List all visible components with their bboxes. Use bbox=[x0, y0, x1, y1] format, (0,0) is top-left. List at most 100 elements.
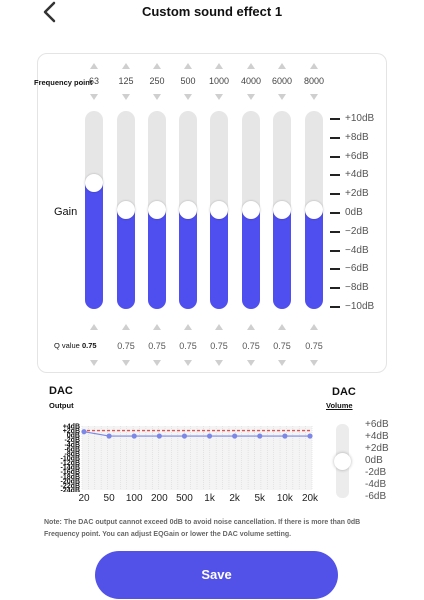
gain-slider-track[interactable] bbox=[85, 111, 103, 309]
q-down-arrow-icon[interactable] bbox=[90, 360, 98, 366]
frequency-down-arrow-icon[interactable] bbox=[310, 94, 318, 100]
gain-slider-knob[interactable] bbox=[117, 201, 135, 219]
frequency-down-arrow-icon[interactable] bbox=[122, 94, 130, 100]
frequency-up-arrow-icon[interactable] bbox=[247, 63, 255, 69]
q-down-arrow-icon[interactable] bbox=[184, 360, 192, 366]
gain-slider-fill bbox=[117, 210, 135, 309]
q-up-arrow-icon[interactable] bbox=[90, 324, 98, 330]
gain-slider-fill bbox=[273, 210, 291, 309]
gain-slider-knob[interactable] bbox=[210, 201, 228, 219]
frequency-value: 63 bbox=[88, 76, 99, 86]
q-up-arrow-icon[interactable] bbox=[278, 324, 286, 330]
volume-scale-label: -6dB bbox=[365, 491, 387, 502]
frequency-up-arrow-icon[interactable] bbox=[278, 63, 286, 69]
q-value[interactable]: 0.75 bbox=[305, 341, 323, 351]
volume-scale-label: -2dB bbox=[365, 467, 387, 478]
frequency-value: 250 bbox=[149, 76, 165, 86]
frequency-value: 8000 bbox=[303, 76, 325, 86]
q-up-arrow-icon[interactable] bbox=[247, 324, 255, 330]
dac-y-label: -12dB bbox=[61, 460, 80, 467]
frequency-up-arrow-icon[interactable] bbox=[310, 63, 318, 69]
dac-output-subtitle: Output bbox=[49, 401, 74, 410]
q-down-arrow-icon[interactable] bbox=[122, 360, 130, 366]
q-value[interactable]: 0.75 bbox=[210, 341, 228, 351]
scale-tick bbox=[330, 193, 340, 196]
volume-scale-label: +6dB bbox=[365, 419, 389, 430]
q-down-arrow-icon[interactable] bbox=[310, 360, 318, 366]
frequency-down-arrow-icon[interactable] bbox=[215, 94, 223, 100]
scale-tick bbox=[330, 249, 340, 252]
gain-slider-fill bbox=[305, 210, 323, 309]
volume-scale-label: +2dB bbox=[365, 443, 389, 454]
q-up-arrow-icon[interactable] bbox=[122, 324, 130, 330]
q-down-arrow-icon[interactable] bbox=[278, 360, 286, 366]
dac-x-label: 20k bbox=[301, 493, 319, 504]
frequency-down-arrow-icon[interactable] bbox=[247, 94, 255, 100]
q-down-arrow-icon[interactable] bbox=[247, 360, 255, 366]
frequency-value: 6000 bbox=[271, 76, 293, 86]
gain-slider-knob[interactable] bbox=[179, 201, 197, 219]
scale-tick bbox=[330, 118, 340, 120]
q-down-arrow-icon[interactable] bbox=[153, 360, 161, 366]
save-button[interactable]: Save bbox=[95, 551, 338, 599]
frequency-down-arrow-icon[interactable] bbox=[153, 94, 161, 100]
scale-tick bbox=[330, 268, 340, 271]
scale-tick bbox=[330, 136, 340, 139]
dac-output-chart: +4dB+2dB0dB-2dB-4dB-6dB-8dB-10dB-12dB-14… bbox=[61, 424, 313, 493]
dac-x-label: 50 bbox=[103, 493, 115, 504]
q-up-arrow-icon[interactable] bbox=[153, 324, 161, 330]
q-value[interactable]: 0.75 bbox=[273, 341, 291, 351]
dac-y-label: -2dB bbox=[64, 437, 80, 444]
frequency-up-arrow-icon[interactable] bbox=[122, 63, 130, 69]
dac-y-label: -24dB bbox=[61, 488, 80, 493]
dac-x-label: 10k bbox=[276, 493, 293, 504]
q-value[interactable]: 0.75 bbox=[179, 341, 197, 351]
dac-output-point bbox=[181, 433, 188, 439]
gain-slider-fill bbox=[179, 210, 197, 309]
gain-slider-knob[interactable] bbox=[273, 201, 291, 219]
frequency-up-arrow-icon[interactable] bbox=[215, 63, 223, 69]
frequency-point-label: Frequency point bbox=[34, 78, 93, 87]
q-up-arrow-icon[interactable] bbox=[215, 324, 223, 330]
dac-x-label: 20 bbox=[78, 493, 90, 504]
scale-tick bbox=[330, 230, 340, 233]
q-up-arrow-icon[interactable] bbox=[184, 324, 192, 330]
q-value[interactable]: 0.75 bbox=[117, 341, 135, 351]
dac-x-label: 1k bbox=[204, 493, 215, 504]
q-value[interactable]: 0.75 bbox=[148, 341, 166, 351]
dac-y-label: -6dB bbox=[64, 446, 80, 453]
q-up-arrow-icon[interactable] bbox=[310, 324, 318, 330]
q-value-selected[interactable]: 0.75 bbox=[81, 341, 97, 350]
chevron-left-icon[interactable] bbox=[38, 0, 64, 26]
scale-label: −10dB bbox=[345, 301, 375, 312]
dac-output-point bbox=[257, 433, 263, 439]
frequency-up-arrow-icon[interactable] bbox=[90, 63, 98, 69]
q-down-arrow-icon[interactable] bbox=[215, 360, 223, 366]
gain-label: Gain bbox=[54, 206, 78, 218]
frequency-value: 500 bbox=[180, 76, 196, 86]
frequency-down-arrow-icon[interactable] bbox=[278, 94, 286, 100]
gain-slider-fill bbox=[210, 210, 228, 309]
frequency-value: 125 bbox=[118, 76, 134, 86]
gain-slider-knob[interactable] bbox=[305, 201, 323, 219]
q-value[interactable]: 0.75 bbox=[242, 341, 260, 351]
gain-slider-knob[interactable] bbox=[242, 201, 260, 219]
scale-tick bbox=[330, 174, 340, 177]
frequency-down-arrow-icon[interactable] bbox=[90, 94, 98, 100]
dac-y-label: +2dB bbox=[63, 428, 80, 435]
gain-slider-track[interactable] bbox=[273, 111, 291, 309]
dac-output-point bbox=[282, 433, 288, 439]
gain-slider-knob[interactable] bbox=[85, 174, 103, 192]
frequency-down-arrow-icon[interactable] bbox=[184, 94, 192, 100]
gain-slider-knob[interactable] bbox=[148, 201, 166, 219]
frequency-up-arrow-icon[interactable] bbox=[184, 63, 192, 69]
dac-output-point bbox=[106, 433, 112, 439]
dac-output-line bbox=[83, 431, 310, 437]
dac-volume-knob[interactable] bbox=[334, 453, 351, 470]
dac-y-label: -20dB bbox=[61, 478, 80, 485]
dac-y-label: -10dB bbox=[61, 456, 80, 463]
dac-y-label: -16dB bbox=[61, 469, 80, 476]
frequency-up-arrow-icon[interactable] bbox=[153, 63, 161, 69]
dac-y-label: -22dB bbox=[61, 483, 80, 490]
scale-label: −4dB bbox=[345, 244, 369, 256]
